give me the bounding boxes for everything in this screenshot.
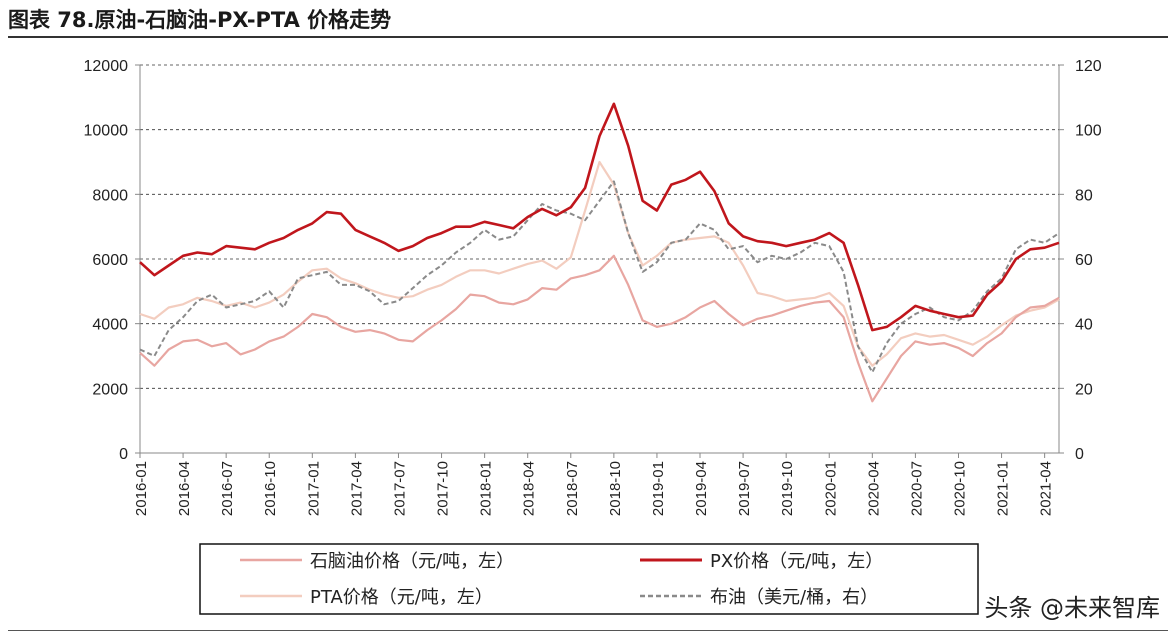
left-y-tick-label: 10000	[84, 123, 129, 140]
legend-label: PTA价格（元/吨，左）	[310, 587, 493, 608]
legend: 石脑油价格（元/吨，左） PX价格（元/吨，左） PTA价格（元/吨，左） 布油（美元…	[199, 543, 979, 615]
x-tick-label: 2016-10	[262, 461, 279, 516]
x-tick-label: 2017-10	[435, 461, 452, 516]
right-y-tick-label: 40	[1075, 317, 1093, 334]
x-tick-label: 2020-10	[951, 461, 968, 516]
x-tick-label: 2019-10	[779, 461, 796, 516]
series-line	[139, 160, 1060, 367]
x-tick-label: 2020-04	[865, 461, 882, 516]
x-tick-label: 2021-01	[995, 461, 1012, 516]
x-tick-label: 2018-07	[564, 461, 581, 516]
x-tick-label: 2016-01	[133, 461, 150, 516]
left-y-tick-label: 12000	[84, 58, 129, 75]
left-y-tick-label: 0	[119, 446, 128, 463]
right-y-tick-label: 0	[1075, 446, 1084, 463]
title-underline	[8, 36, 1168, 38]
figure-title: 图表 78.原油-石脑油-PX-PTA 价格走势	[8, 8, 392, 32]
series-line	[139, 254, 1060, 403]
x-tick-label: 2016-04	[176, 461, 193, 516]
bottom-rule	[8, 630, 1168, 631]
legend-label: 布油（美元/桶，右）	[710, 587, 878, 608]
series-line	[139, 180, 1060, 374]
left-y-tick-label: 2000	[92, 381, 128, 398]
right-y-tick-label: 120	[1075, 58, 1102, 75]
x-tick-label: 2017-04	[348, 461, 365, 516]
x-tick-label: 2017-01	[305, 461, 322, 516]
left-y-axis-ticks: 0 2000 4000 6000 8000 10000 12000	[84, 58, 140, 463]
legend-label: PX价格（元/吨，左）	[710, 551, 883, 572]
x-tick-label: 2019-04	[693, 461, 710, 516]
right-y-tick-label: 60	[1075, 252, 1093, 269]
gridlines	[140, 64, 1059, 389]
x-tick-label: 2020-01	[822, 461, 839, 516]
left-y-tick-label: 4000	[92, 317, 128, 334]
x-tick-label: 2018-01	[478, 461, 495, 516]
left-y-tick-label: 8000	[92, 187, 128, 204]
x-tick-label: 2017-07	[391, 461, 408, 516]
right-y-tick-label: 20	[1075, 381, 1093, 398]
right-y-axis-ticks: 0 20 40 60 80 100 120	[1059, 58, 1102, 463]
x-tick-label: 2019-07	[736, 461, 753, 516]
left-y-tick-label: 6000	[92, 252, 128, 269]
x-tick-label: 2019-01	[650, 461, 667, 516]
x-tick-label: 2016-07	[219, 461, 236, 516]
x-tick-label: 2021-04	[1038, 461, 1055, 516]
watermark: 头条 @未来智库	[984, 594, 1160, 622]
series-lines	[139, 102, 1060, 403]
right-y-tick-label: 100	[1075, 123, 1102, 140]
legend-label: 石脑油价格（元/吨，左）	[310, 551, 514, 572]
right-y-tick-label: 80	[1075, 187, 1093, 204]
series-line	[139, 102, 1060, 332]
x-axis-ticks: 2016-01 2016-04 2016-07 2016-10 2017-01 2017-…	[133, 453, 1055, 516]
x-tick-label: 2018-10	[607, 461, 624, 516]
x-tick-label: 2018-04	[521, 461, 538, 516]
legend-box	[199, 543, 979, 615]
x-tick-label: 2020-07	[908, 461, 925, 516]
